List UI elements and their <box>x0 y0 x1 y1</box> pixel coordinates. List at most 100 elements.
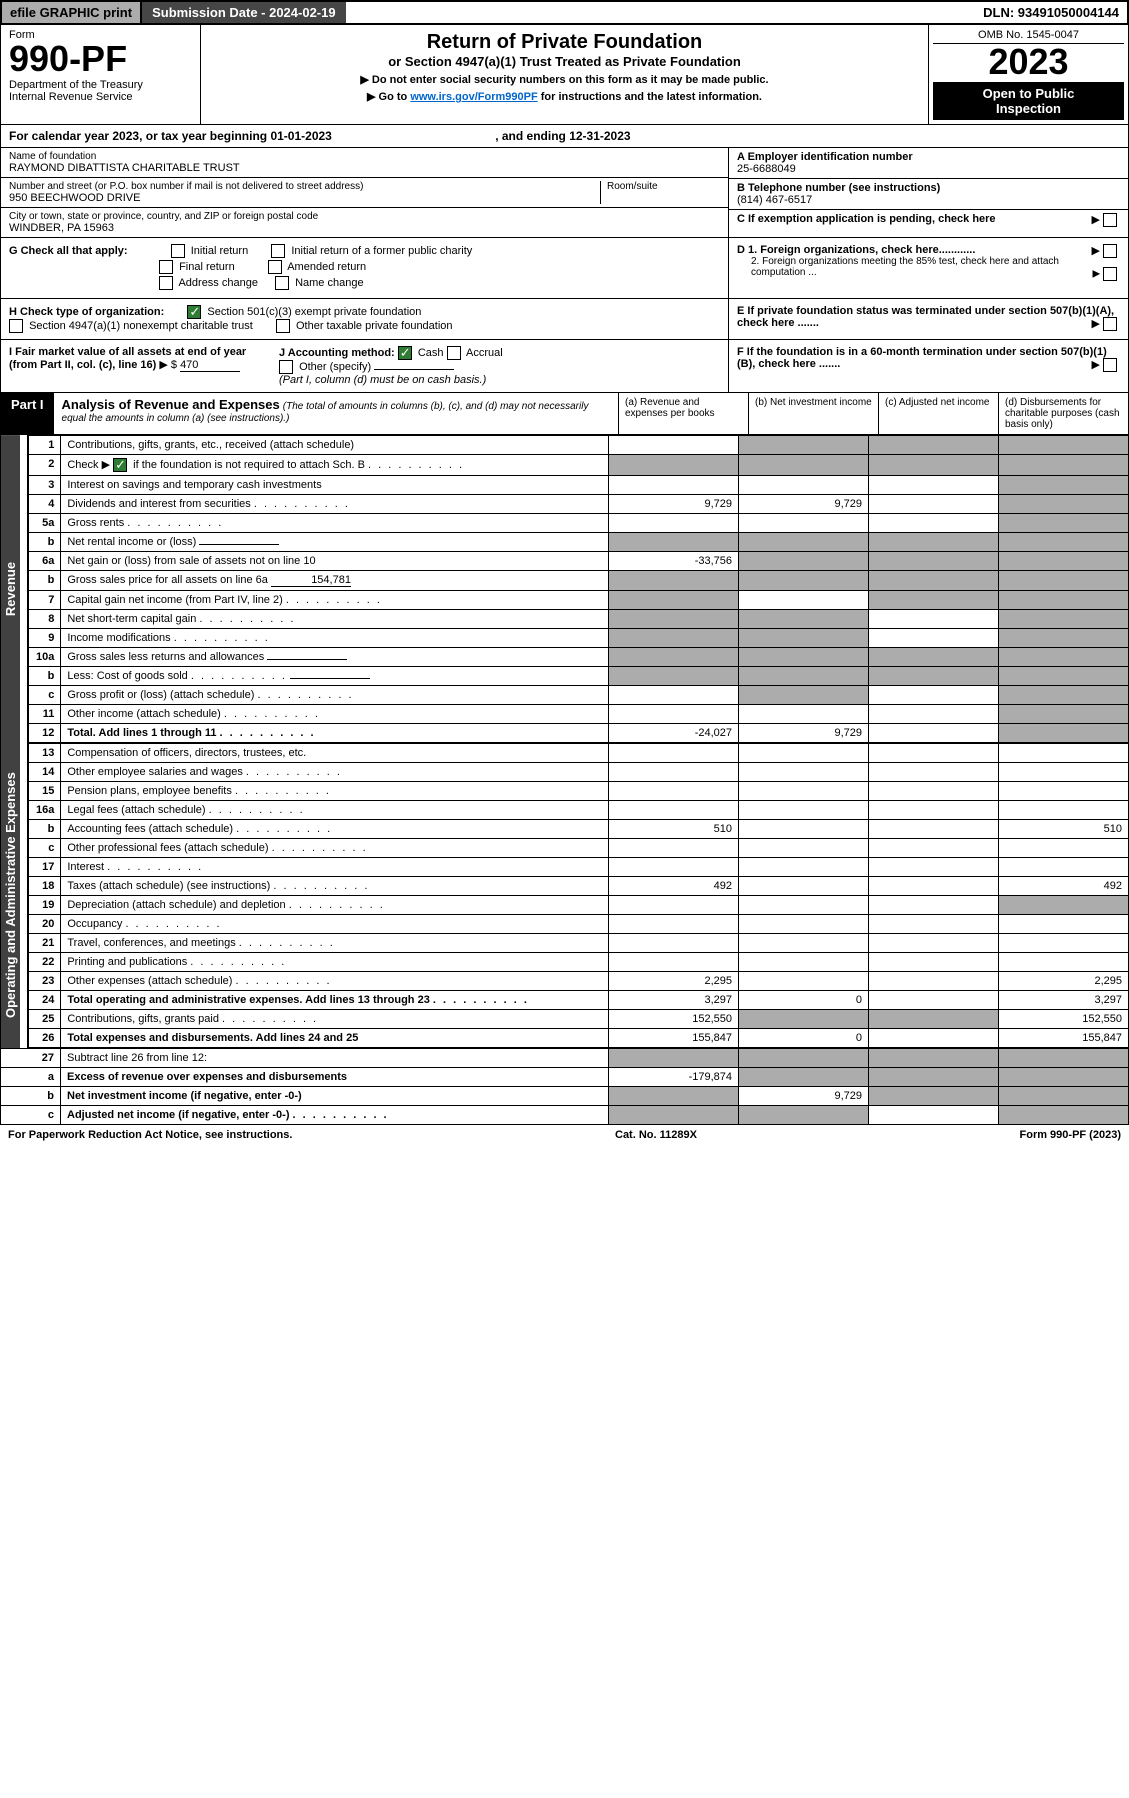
city-label: City or town, state or province, country… <box>9 211 720 222</box>
check-section-g: G Check all that apply: Initial return I… <box>0 238 1129 299</box>
cy-begin: 01-01-2023 <box>270 129 331 143</box>
form-ref: Form 990-PF (2023) <box>1020 1129 1121 1141</box>
line-10b: Less: Cost of goods sold <box>61 667 609 686</box>
col-c-header: (c) Adjusted net income <box>878 393 998 434</box>
l24-b: 0 <box>739 991 869 1010</box>
l27a-a: -179,874 <box>609 1068 739 1087</box>
l24-a: 3,297 <box>609 991 739 1010</box>
opt-501c3: Section 501(c)(3) exempt private foundat… <box>207 306 421 318</box>
line-14: Other employee salaries and wages <box>61 763 609 782</box>
opt-amended: Amended return <box>287 261 366 273</box>
line-9: Income modifications <box>61 629 609 648</box>
form-title: Return of Private Foundation <box>211 31 918 54</box>
line-13: Compensation of officers, directors, tru… <box>61 744 609 763</box>
ein-value: 25-6688049 <box>737 163 1120 175</box>
line-24: Total operating and administrative expen… <box>61 991 609 1010</box>
goto-note: ▶ Go to www.irs.gov/Form990PF for instru… <box>211 90 918 103</box>
opt-cash: Cash <box>418 347 444 359</box>
j-note: (Part I, column (d) must be on cash basi… <box>279 374 720 386</box>
city-state-zip: WINDBER, PA 15963 <box>9 222 720 234</box>
d1-label: D 1. Foreign organizations, check here..… <box>737 244 975 256</box>
line-10a: Gross sales less returns and allowances <box>61 648 609 667</box>
opt-accrual: Accrual <box>466 347 503 359</box>
line-6b: Gross sales price for all assets on line… <box>61 571 609 591</box>
form-subtitle: or Section 4947(a)(1) Trust Treated as P… <box>211 54 918 69</box>
line-15: Pension plans, employee benefits <box>61 782 609 801</box>
e-label: E If private foundation status was termi… <box>737 305 1114 329</box>
line-19: Depreciation (attach schedule) and deple… <box>61 896 609 915</box>
line-2: Check ▶ if the foundation is not require… <box>61 455 609 476</box>
cb-other-taxable[interactable] <box>276 319 290 333</box>
line-16b: Accounting fees (attach schedule) <box>61 820 609 839</box>
cb-4947[interactable] <box>9 319 23 333</box>
ssn-warning: ▶ Do not enter social security numbers o… <box>211 73 918 86</box>
revenue-table: 1Contributions, gifts, grants, etc., rec… <box>28 435 1129 743</box>
submission-date: Submission Date - 2024-02-19 <box>142 2 346 23</box>
cb-d2[interactable] <box>1103 267 1117 281</box>
l4-b: 9,729 <box>739 495 869 514</box>
topbar: efile GRAPHIC print Submission Date - 20… <box>0 0 1129 25</box>
line-6a: Net gain or (loss) from sale of assets n… <box>61 552 609 571</box>
j-label: J Accounting method: <box>279 347 395 359</box>
cb-name-change[interactable] <box>275 276 289 290</box>
cb-schb[interactable] <box>113 458 127 472</box>
line-27c: Adjusted net income (if negative, enter … <box>61 1106 609 1125</box>
line-26: Total expenses and disbursements. Add li… <box>61 1029 609 1048</box>
goto-post: for instructions and the latest informat… <box>538 91 762 103</box>
line-17: Interest <box>61 858 609 877</box>
c-checkbox[interactable] <box>1103 213 1117 227</box>
cb-e[interactable] <box>1103 317 1117 331</box>
addr-label: Number and street (or P.O. box number if… <box>9 181 600 192</box>
line-3: Interest on savings and temporary cash i… <box>61 476 609 495</box>
part1-header: Part I Analysis of Revenue and Expenses … <box>0 393 1129 435</box>
col-d-header: (d) Disbursements for charitable purpose… <box>998 393 1128 434</box>
opt-other-method: Other (specify) <box>299 361 371 373</box>
cb-amended[interactable] <box>268 260 282 274</box>
l18-a: 492 <box>609 877 739 896</box>
line-12: Total. Add lines 1 through 11 <box>61 724 609 743</box>
l25-a: 152,550 <box>609 1010 739 1029</box>
l26-b: 0 <box>739 1029 869 1048</box>
line-27: Subtract line 26 from line 12: <box>61 1049 609 1068</box>
part1-tag: Part I <box>1 393 54 434</box>
section-ij: I Fair market value of all assets at end… <box>0 340 1129 393</box>
foundation-name: RAYMOND DIBATTISTA CHARITABLE TRUST <box>9 162 720 174</box>
c-label: C If exemption application is pending, c… <box>737 213 996 225</box>
cb-f[interactable] <box>1103 358 1117 372</box>
opt-final: Final return <box>179 261 235 273</box>
cb-501c3[interactable] <box>187 305 201 319</box>
l26-d: 155,847 <box>999 1029 1129 1048</box>
col-b-header: (b) Net investment income <box>748 393 878 434</box>
line-16c: Other professional fees (attach schedule… <box>61 839 609 858</box>
line-10c: Gross profit or (loss) (attach schedule) <box>61 686 609 705</box>
goto-pre: ▶ Go to <box>367 91 410 103</box>
line-23: Other expenses (attach schedule) <box>61 972 609 991</box>
opt-other-tax: Other taxable private foundation <box>296 320 453 332</box>
street-address: 950 BEECHWOOD DRIVE <box>9 192 600 204</box>
cb-initial-return[interactable] <box>171 244 185 258</box>
cb-accrual[interactable] <box>447 346 461 360</box>
efile-print-button[interactable]: efile GRAPHIC print <box>2 2 142 23</box>
cb-initial-former[interactable] <box>271 244 285 258</box>
l23-d: 2,295 <box>999 972 1129 991</box>
col-a-header: (a) Revenue and expenses per books <box>618 393 748 434</box>
cb-final-return[interactable] <box>159 260 173 274</box>
irs-link[interactable]: www.irs.gov/Form990PF <box>410 91 537 103</box>
cb-d1[interactable] <box>1103 244 1117 258</box>
l23-a: 2,295 <box>609 972 739 991</box>
line-25: Contributions, gifts, grants paid <box>61 1010 609 1029</box>
l6b-val: 154,781 <box>271 574 351 587</box>
g-label: G Check all that apply: <box>9 245 128 257</box>
line-1: Contributions, gifts, grants, etc., rece… <box>61 436 609 455</box>
line-8: Net short-term capital gain <box>61 610 609 629</box>
line27-table: 27Subtract line 26 from line 12: aExcess… <box>0 1048 1129 1125</box>
cy-mid: , and ending <box>495 129 569 143</box>
cb-address-change[interactable] <box>159 276 173 290</box>
calendar-year-row: For calendar year 2023, or tax year begi… <box>0 125 1129 148</box>
h-label: H Check type of organization: <box>9 306 164 318</box>
cy-end: 12-31-2023 <box>569 129 630 143</box>
l16b-d: 510 <box>999 820 1129 839</box>
cb-other-method[interactable] <box>279 360 293 374</box>
line-5b: Net rental income or (loss) <box>61 533 609 552</box>
cb-cash[interactable] <box>398 346 412 360</box>
